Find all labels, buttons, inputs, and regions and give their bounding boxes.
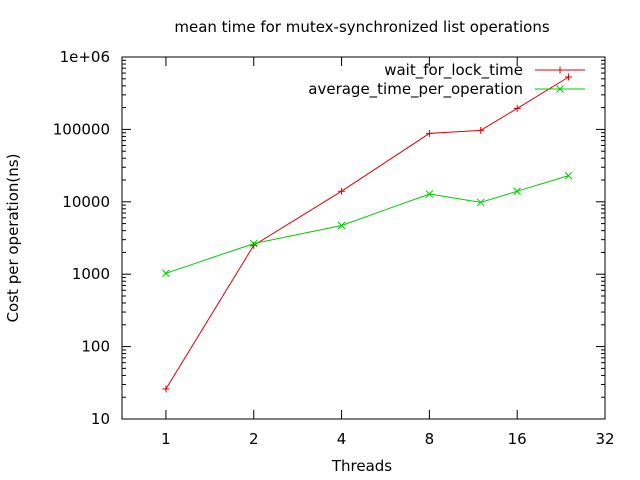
series-line-average_time_per_operation	[165, 175, 569, 274]
cross-marker	[556, 85, 564, 93]
plot-frame	[121, 56, 606, 420]
y-tick-label: 1e+06	[60, 48, 110, 66]
cross-marker	[249, 239, 258, 248]
cross-marker	[162, 269, 170, 278]
y-tick-label: 100000	[53, 120, 110, 138]
x-tick-label: 16	[508, 430, 527, 448]
cross-marker	[425, 190, 434, 198]
cross-marker	[337, 221, 346, 230]
y-tick-label: 10000	[62, 193, 110, 211]
plus-marker	[162, 385, 170, 393]
series-group	[162, 73, 573, 393]
series-line-wait_for_lock_time	[165, 76, 569, 390]
x-tick-label: 32	[595, 430, 614, 448]
y-tick-label: 1000	[72, 265, 110, 283]
plus-marker	[477, 126, 485, 134]
cross-marker	[513, 187, 522, 196]
y-axis-label: Cost per operation(ns)	[4, 154, 22, 323]
legend-label: average_time_per_operation	[308, 80, 523, 99]
plus-marker	[556, 66, 564, 74]
axis-ticks: 10 100 1000 10000 100000 1e+06 1 2 4 8 16 32	[53, 48, 615, 448]
plus-marker	[425, 129, 433, 137]
plus-marker	[338, 187, 346, 195]
y-tick-label: 100	[81, 338, 110, 356]
chart-title: mean time for mutex-synchronized list op…	[174, 18, 549, 36]
x-tick-label: 8	[425, 430, 435, 448]
cross-marker	[476, 198, 485, 207]
x-tick-label: 1	[161, 430, 171, 448]
x-tick-label: 4	[337, 430, 347, 448]
y-tick-label: 10	[91, 410, 110, 428]
legend-label: wait_for_lock_time	[384, 61, 523, 80]
legend: wait_for_lock_timeaverage_time_per_opera…	[308, 61, 585, 99]
cross-marker	[564, 171, 573, 180]
plus-marker	[513, 104, 521, 112]
x-tick-label: 2	[249, 430, 259, 448]
plus-marker	[565, 73, 573, 81]
x-axis-label: Threads	[331, 457, 392, 475]
